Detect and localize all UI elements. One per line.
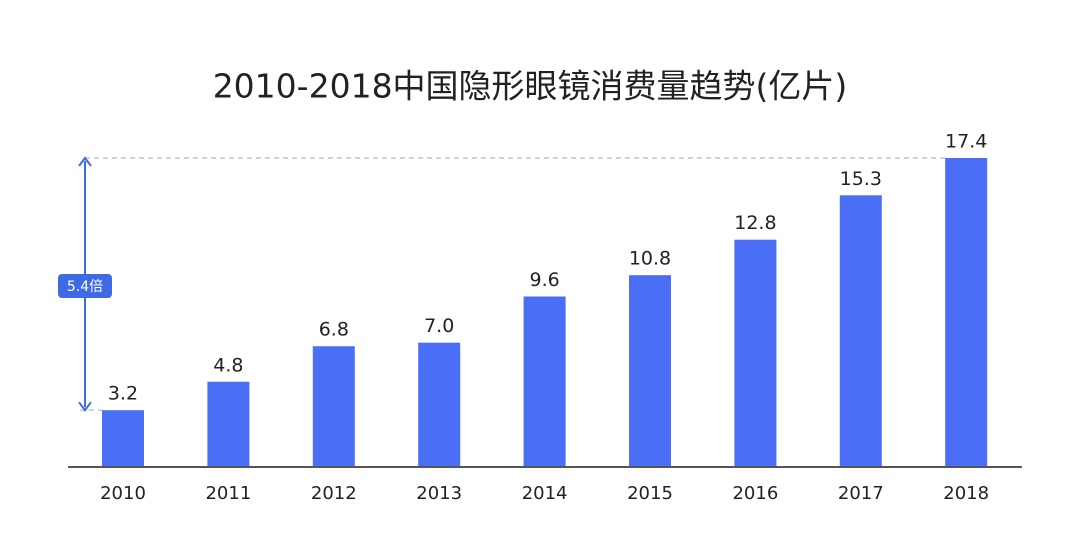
x-tick-label: 2012 bbox=[311, 483, 357, 504]
annotation-label: 5.4倍 bbox=[67, 279, 103, 295]
bar bbox=[734, 239, 777, 467]
x-tick-label: 2011 bbox=[205, 483, 251, 504]
value-label: 3.2 bbox=[108, 383, 138, 405]
x-tick-label: 2015 bbox=[627, 483, 673, 504]
x-tick-label: 2010 bbox=[100, 483, 146, 504]
bar bbox=[312, 346, 355, 467]
value-label: 17.4 bbox=[945, 131, 987, 153]
value-label: 12.8 bbox=[734, 212, 776, 234]
bar bbox=[418, 342, 461, 467]
value-label: 6.8 bbox=[319, 319, 349, 341]
bar bbox=[629, 275, 671, 467]
value-label: 15.3 bbox=[840, 168, 882, 190]
x-tick-label: 2016 bbox=[732, 483, 778, 504]
bar bbox=[102, 410, 144, 467]
x-tick-label: 2014 bbox=[522, 483, 568, 504]
bar bbox=[207, 381, 250, 467]
value-label: 7.0 bbox=[424, 315, 454, 337]
x-tick-label: 2017 bbox=[838, 483, 884, 504]
bar bbox=[839, 195, 882, 468]
arrow-head bbox=[78, 401, 92, 412]
bar bbox=[523, 296, 566, 467]
value-label: 10.8 bbox=[629, 248, 671, 270]
arrow-head bbox=[78, 156, 92, 167]
value-label: 4.8 bbox=[213, 354, 243, 376]
x-tick-label: 2018 bbox=[943, 483, 989, 504]
value-label: 9.6 bbox=[529, 269, 559, 291]
x-tick-label: 2013 bbox=[416, 483, 462, 504]
chart-title: 2010-2018中国隐形眼镜消费量趋势(亿片) bbox=[213, 67, 848, 106]
bar bbox=[945, 158, 988, 467]
annotation-badge bbox=[58, 274, 112, 298]
